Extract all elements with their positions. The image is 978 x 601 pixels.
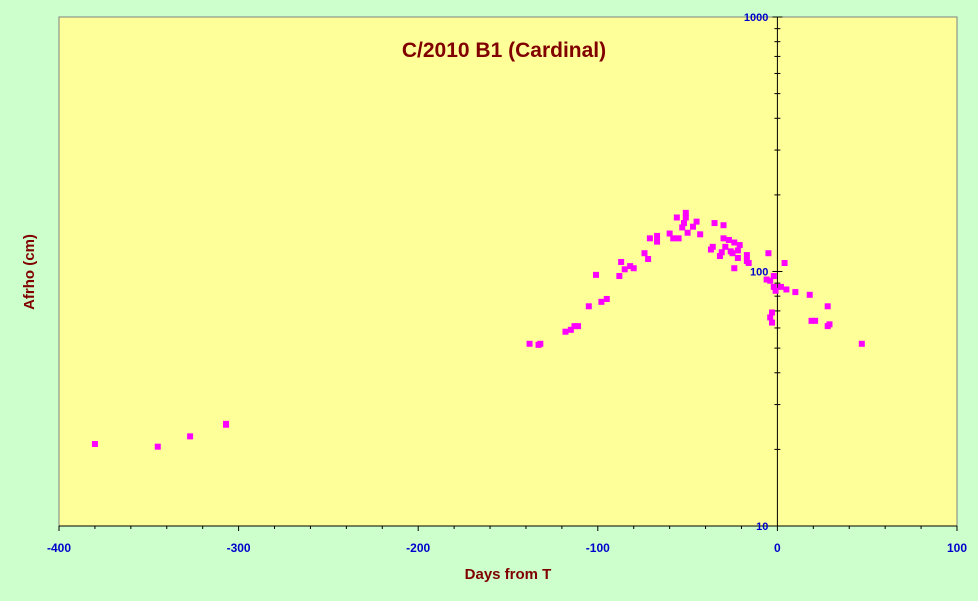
data-point [806,291,813,298]
data-point [731,239,738,246]
x-tick-label: -200 [406,541,430,555]
data-point [675,235,682,242]
y-axis-ticks: 10 100 1000 [744,12,783,533]
data-point [575,323,582,330]
data-point [537,340,544,347]
data-point [679,224,686,231]
data-point [725,236,732,243]
data-point [772,287,779,294]
data-points [91,209,865,450]
data-point [618,258,625,265]
data-point [743,252,750,259]
plot-area [58,16,958,527]
data-point [616,273,623,280]
data-point [654,232,661,239]
x-axis-ticks: -400 -300 -200 -100 0 100 [47,526,967,555]
data-point [729,250,736,257]
data-point [641,250,648,257]
data-point [722,243,729,250]
data-point [593,271,600,278]
data-point [621,266,628,273]
y-tick-label: 10 [756,521,768,533]
data-point [670,235,677,242]
x-axis-title: Days from T [465,566,552,583]
data-point [689,223,696,230]
data-point [824,303,831,310]
data-point [693,218,700,225]
data-point [646,235,653,242]
y-axis-title: Afrho (cm) [21,234,38,310]
data-point [709,243,716,250]
data-point [734,254,741,261]
data-point [562,328,569,335]
data-point [808,317,815,324]
data-point [526,340,533,347]
data-point [812,317,819,324]
data-point [567,326,574,333]
data-point [711,220,718,227]
data-point [718,249,725,256]
data-point [598,298,605,305]
x-tick-label: -400 [47,541,71,555]
data-point [627,263,634,270]
data-point [763,276,770,283]
chart-title: C/2010 B1 (Cardinal) [402,39,606,62]
data-point [223,420,230,427]
data-point [858,340,865,347]
data-point [684,229,691,236]
x-tick-label: 0 [774,541,781,555]
y-tick-label: 1000 [744,12,768,24]
data-point [91,440,98,447]
data-point [682,214,689,221]
data-point [731,265,738,272]
data-point [666,230,673,237]
data-point [745,259,752,266]
data-point [770,273,777,280]
data-point [603,295,610,302]
data-point [720,222,727,229]
data-point [781,259,788,266]
x-tick-label: 100 [947,541,967,555]
x-tick-label: -300 [227,541,251,555]
data-point [777,283,784,290]
data-point [571,323,578,330]
data-point [585,303,592,310]
data-point [154,443,161,450]
data-point [187,433,194,440]
data-point [645,255,652,262]
data-point [654,238,661,245]
y-tick-label: 100 [750,267,768,279]
data-point [682,209,689,216]
data-point [673,214,680,221]
data-point [736,242,743,249]
data-point [826,321,833,328]
data-point [681,220,688,227]
x-tick-label: -100 [586,541,610,555]
data-point [716,253,723,260]
data-point [783,286,790,293]
data-point [792,289,799,296]
data-point [769,319,776,326]
data-point [770,283,777,290]
data-point [765,250,772,257]
data-point [630,265,637,272]
data-point [697,231,704,238]
data-point [720,235,727,242]
data-point [767,314,774,321]
data-point [767,277,774,284]
data-point [734,247,741,254]
data-point [769,309,776,316]
